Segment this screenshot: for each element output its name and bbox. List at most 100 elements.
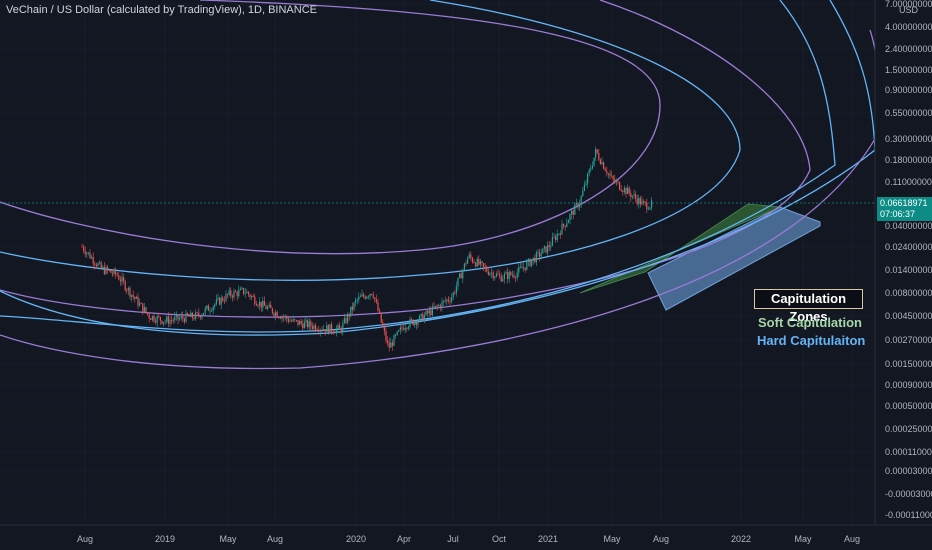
candle-body xyxy=(265,305,267,309)
y-tick-label: 0.00270000 xyxy=(885,335,932,345)
candle-body xyxy=(303,322,305,329)
candle-body xyxy=(262,300,264,308)
candle-body xyxy=(143,307,145,313)
candle-body xyxy=(254,296,256,305)
candle-body xyxy=(270,304,272,309)
candle-body xyxy=(591,165,593,169)
candle-body xyxy=(366,296,368,299)
candle-body xyxy=(276,312,278,318)
candle-body xyxy=(548,245,550,248)
candle-body xyxy=(572,210,574,215)
candle-body xyxy=(438,305,440,307)
candle-body xyxy=(308,321,310,328)
candle-body xyxy=(323,329,325,331)
candle-body xyxy=(203,313,205,315)
candle-body xyxy=(150,318,152,320)
y-tick-label: 0.55000000 xyxy=(885,108,932,118)
candle-body xyxy=(390,342,392,348)
candle-body xyxy=(342,323,344,332)
candle-body xyxy=(185,313,187,322)
candle-body xyxy=(215,299,217,305)
candle-body xyxy=(129,287,131,297)
candle-body xyxy=(457,277,459,287)
candle-body xyxy=(316,330,318,332)
candle-body xyxy=(607,173,609,175)
candle-body xyxy=(385,330,387,341)
candle-body xyxy=(302,323,304,329)
candle-body xyxy=(527,259,529,263)
candle-body xyxy=(311,326,313,329)
candle-body xyxy=(484,266,486,268)
candle-body xyxy=(97,263,99,267)
candle-body xyxy=(279,317,281,319)
candle-body xyxy=(172,320,174,321)
candle-body xyxy=(161,320,163,324)
candle-body xyxy=(86,252,88,255)
candle-body xyxy=(515,277,517,278)
candle-body xyxy=(345,318,347,323)
y-tick-label: 4.00000000 xyxy=(885,22,932,32)
y-tick-label: 0.18000000 xyxy=(885,155,932,165)
y-axis: 7.00000000 4.00000000 2.40000000 1.50000000… xyxy=(885,0,932,520)
candle-body xyxy=(281,316,283,319)
x-tick-label: Jul xyxy=(447,534,459,544)
candle-body xyxy=(158,316,160,318)
candle-body xyxy=(446,299,448,302)
candle-body xyxy=(343,318,345,324)
candle-body xyxy=(212,306,214,311)
candle-body xyxy=(551,237,553,246)
candle-body xyxy=(495,273,497,277)
candle-body xyxy=(641,200,643,205)
candle-body xyxy=(227,293,229,295)
candle-body xyxy=(268,304,270,307)
candle-body xyxy=(238,290,240,297)
candle-body xyxy=(380,312,382,323)
candle-body xyxy=(411,319,413,320)
candle-body xyxy=(156,316,158,323)
candle-body xyxy=(649,207,651,210)
candle-body xyxy=(567,220,569,224)
candle-body xyxy=(494,276,496,279)
candle-body xyxy=(228,290,230,295)
candle-body xyxy=(110,270,112,273)
candle-body xyxy=(191,312,193,318)
candle-body xyxy=(199,315,201,318)
candle-body xyxy=(356,299,358,301)
candle-body xyxy=(196,312,198,314)
candle-body xyxy=(468,254,470,258)
candle-body xyxy=(569,214,571,221)
candle-body xyxy=(107,266,109,271)
candle-body xyxy=(635,194,637,199)
candle-body xyxy=(116,274,118,276)
candle-body xyxy=(310,321,312,327)
candle-body xyxy=(377,301,379,311)
y-tick-label: 1.50000000 xyxy=(885,65,932,75)
candle-body xyxy=(273,313,275,316)
candle-body xyxy=(540,253,542,257)
candle-body xyxy=(118,275,120,280)
candle-body xyxy=(318,330,320,332)
candle-body xyxy=(403,328,405,330)
candle-body xyxy=(430,310,432,316)
candle-body xyxy=(100,262,102,269)
candle-body xyxy=(190,312,192,317)
candle-body xyxy=(598,153,600,160)
candle-body xyxy=(412,319,414,326)
candle-body xyxy=(404,328,406,330)
candle-body xyxy=(387,340,389,343)
candle-body xyxy=(388,342,390,348)
candle-body xyxy=(89,252,91,259)
candle-body xyxy=(393,335,395,346)
candle-countdown: 07:06:37 xyxy=(880,209,916,219)
candle-body xyxy=(415,321,417,325)
candle-body xyxy=(126,290,128,291)
candle-body xyxy=(500,275,502,282)
candle-body xyxy=(171,319,173,321)
y-tick-label: 0.01400000 xyxy=(885,265,932,275)
candle-body xyxy=(486,267,488,272)
candle-body xyxy=(427,310,429,314)
candle-body xyxy=(339,325,341,329)
y-tick-label: 2.40000000 xyxy=(885,44,932,54)
candle-body xyxy=(313,325,315,329)
